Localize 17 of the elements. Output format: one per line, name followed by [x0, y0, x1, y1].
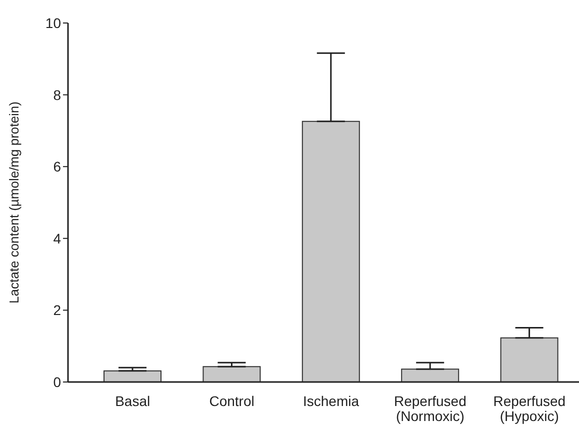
- x-tick-label: Reperfused (Hypoxic): [493, 393, 566, 424]
- x-tick-label: Ischemia: [302, 393, 360, 409]
- y-tick-label: 8: [53, 86, 62, 103]
- y-tick-label: 0: [53, 374, 62, 390]
- y-tick-label: 2: [53, 302, 62, 318]
- y-tick-label: 6: [53, 158, 62, 175]
- y-tick-label: 4: [53, 230, 62, 246]
- bar: [302, 120, 360, 382]
- bar: [500, 337, 558, 382]
- y-axis-title: Lactate content (µmole/mg protein): [6, 102, 22, 304]
- x-tick-label: Basal: [115, 393, 150, 409]
- x-tick-label: Control: [209, 393, 254, 409]
- bar: [202, 366, 261, 382]
- x-tick-label: Reperfused (Normoxic): [394, 393, 466, 424]
- y-tick-label: 10: [45, 14, 62, 31]
- bar: [104, 370, 162, 382]
- bar: [401, 368, 460, 382]
